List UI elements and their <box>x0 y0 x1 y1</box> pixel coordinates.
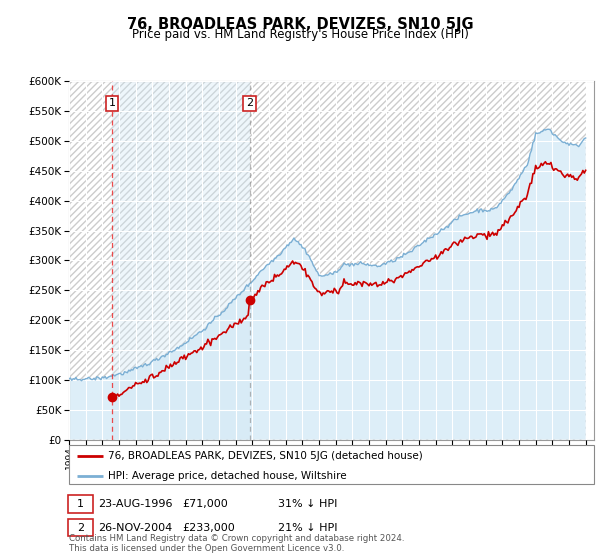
FancyBboxPatch shape <box>69 445 594 484</box>
Text: Contains HM Land Registry data © Crown copyright and database right 2024.
This d: Contains HM Land Registry data © Crown c… <box>69 534 404 553</box>
Text: 21% ↓ HPI: 21% ↓ HPI <box>278 522 337 533</box>
Text: 26-NOV-2004: 26-NOV-2004 <box>98 522 172 533</box>
Text: 76, BROADLEAS PARK, DEVIZES, SN10 5JG: 76, BROADLEAS PARK, DEVIZES, SN10 5JG <box>127 17 473 32</box>
Text: 31% ↓ HPI: 31% ↓ HPI <box>278 499 337 509</box>
Text: HPI: Average price, detached house, Wiltshire: HPI: Average price, detached house, Wilt… <box>109 471 347 481</box>
Text: 2: 2 <box>246 99 253 108</box>
Text: 2: 2 <box>77 522 84 533</box>
Text: £233,000: £233,000 <box>182 522 235 533</box>
Text: £71,000: £71,000 <box>182 499 227 509</box>
Text: 1: 1 <box>109 99 116 108</box>
Text: 76, BROADLEAS PARK, DEVIZES, SN10 5JG (detached house): 76, BROADLEAS PARK, DEVIZES, SN10 5JG (d… <box>109 451 423 461</box>
Text: 1: 1 <box>77 499 84 509</box>
Text: Price paid vs. HM Land Registry's House Price Index (HPI): Price paid vs. HM Land Registry's House … <box>131 28 469 41</box>
Text: 23-AUG-1996: 23-AUG-1996 <box>98 499 172 509</box>
